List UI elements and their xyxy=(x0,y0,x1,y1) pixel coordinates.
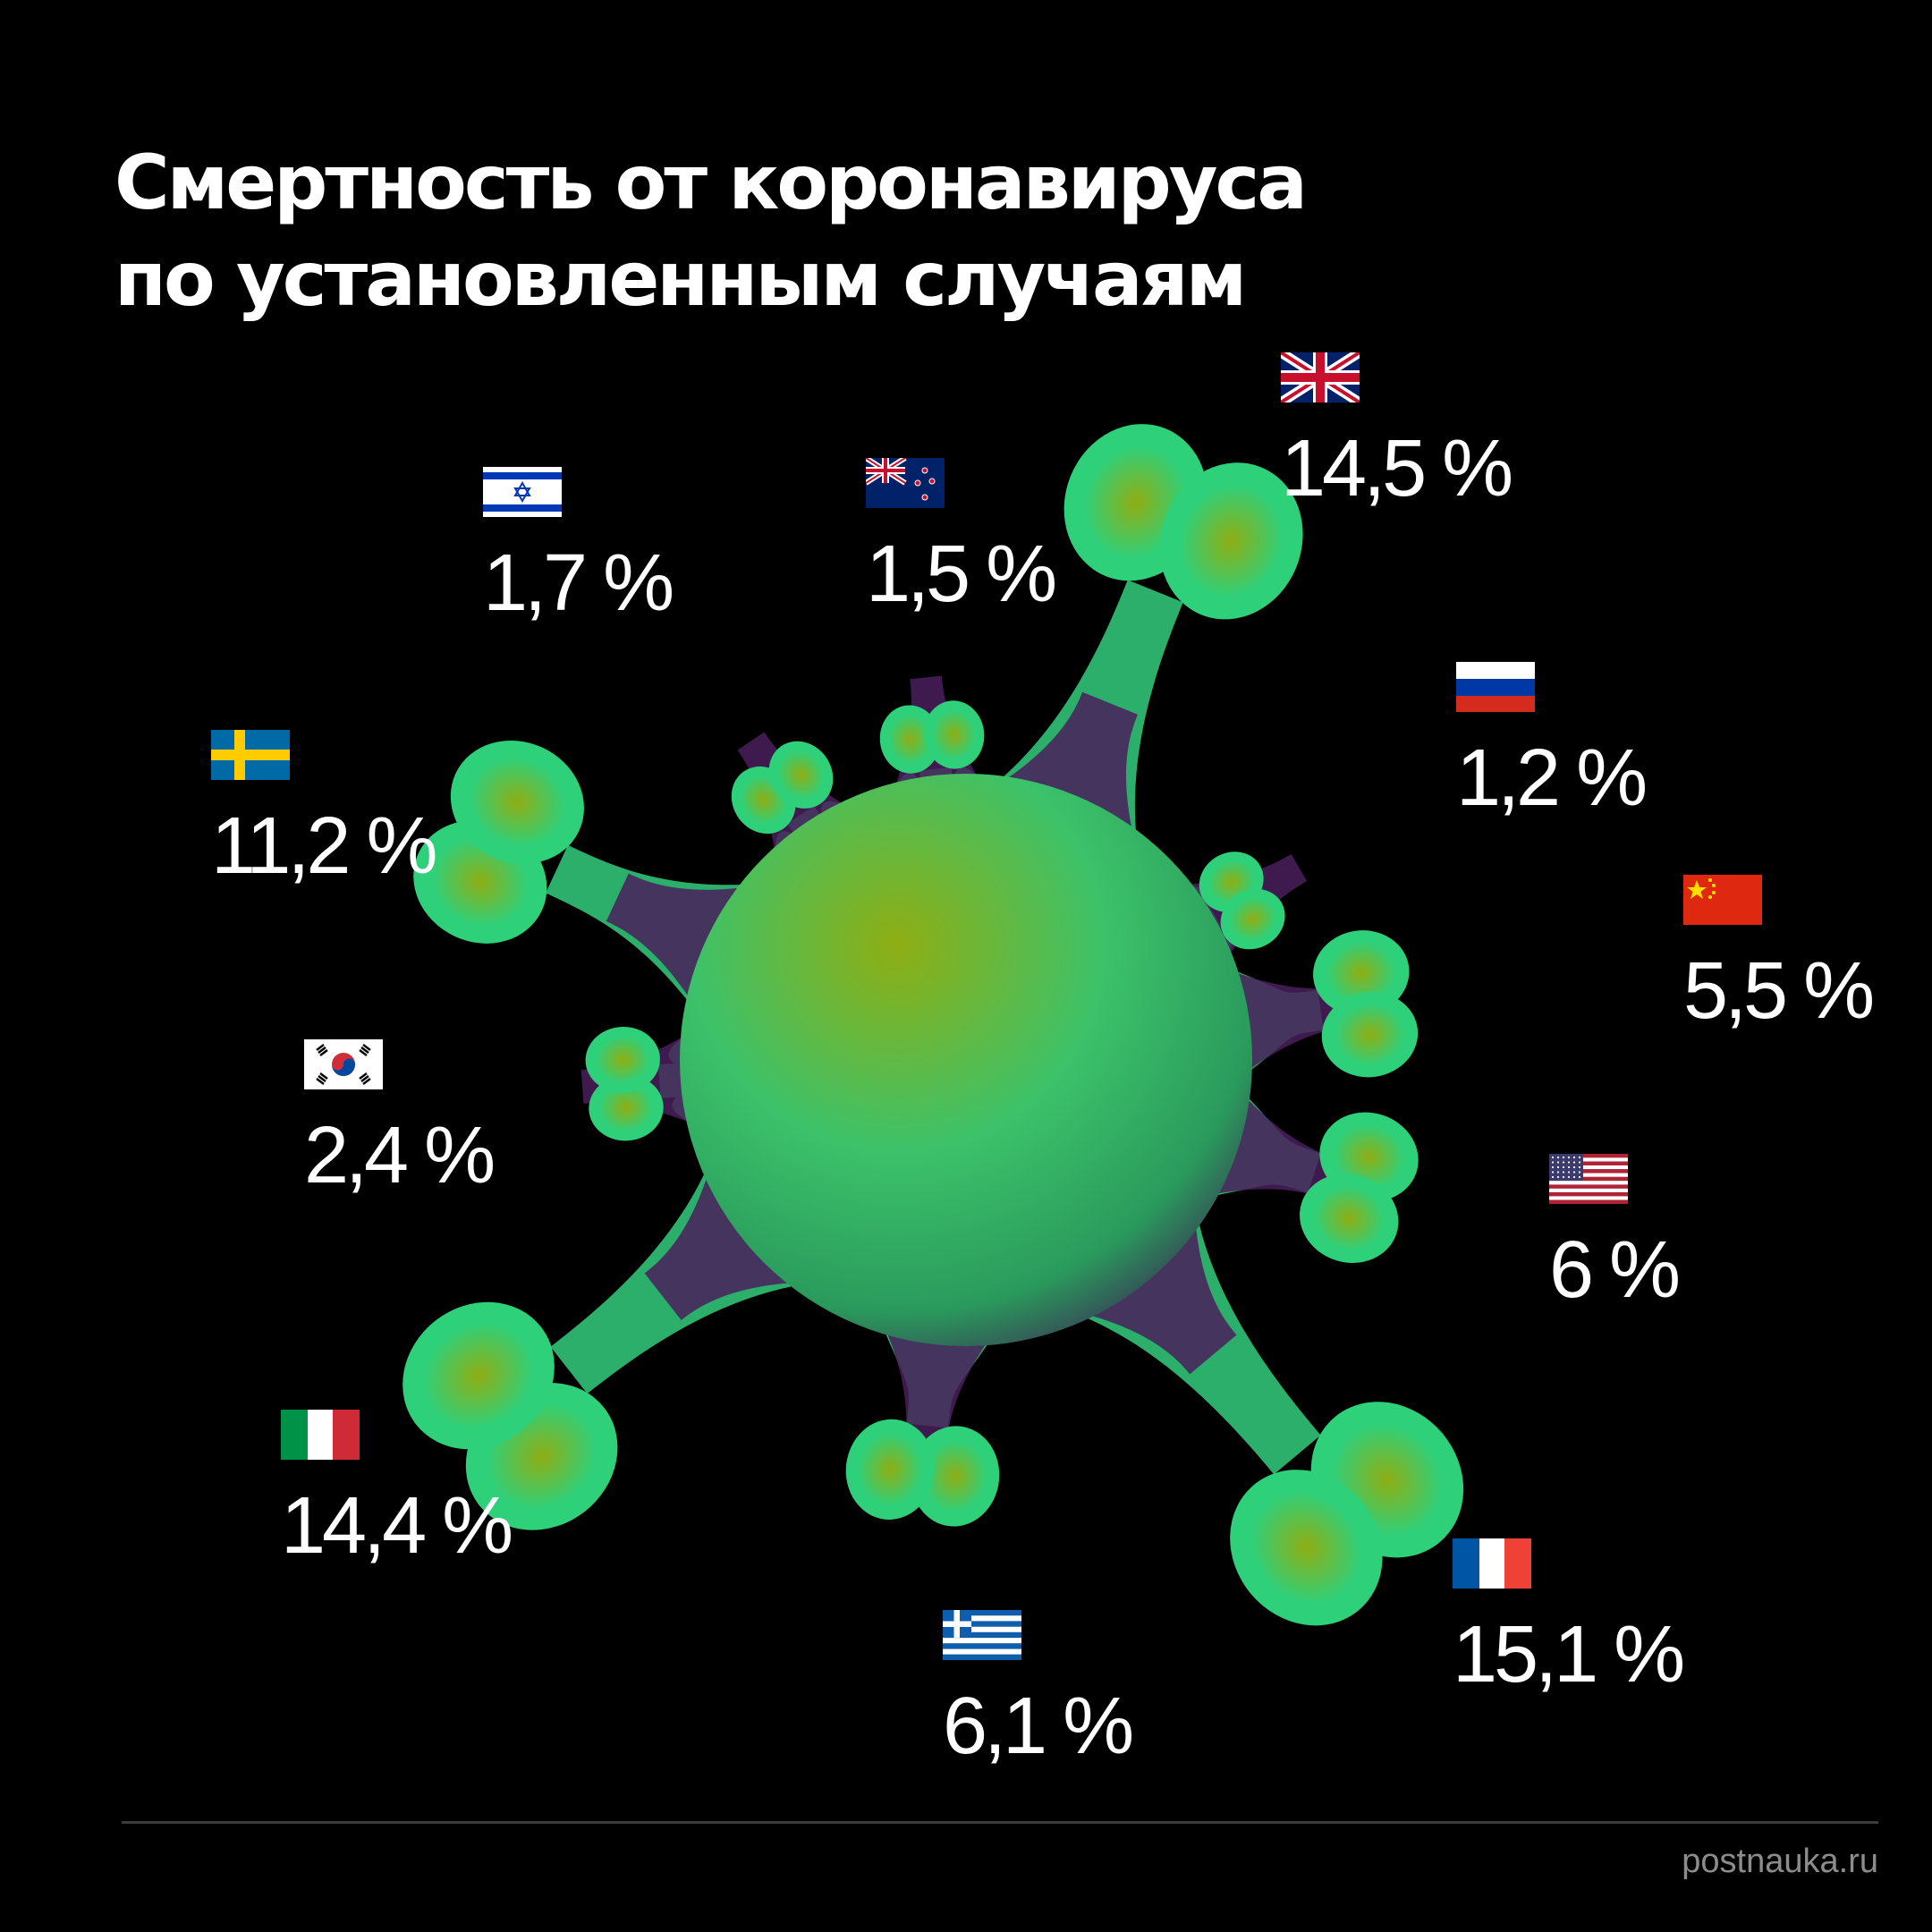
chart-title-line-1: Смертность от коронавируса xyxy=(114,139,1308,226)
country-label-israel: 1,7 % xyxy=(483,467,674,628)
footer-divider xyxy=(122,1821,1878,1824)
data-label: 6,1 % xyxy=(943,1682,1134,1771)
flag-south-korea-icon xyxy=(304,1039,492,1089)
chart-title: Смертность от коронавируса по установлен… xyxy=(114,134,1456,327)
flag-new-zealand-icon xyxy=(866,458,1054,508)
data-label: 1,2 % xyxy=(1456,733,1648,823)
flag-sweden-icon xyxy=(211,730,435,780)
flag-china-icon xyxy=(1683,875,1871,925)
country-label-russia: 1,2 % xyxy=(1456,662,1648,823)
data-label: 1,7 % xyxy=(483,538,674,628)
flag-italy-icon xyxy=(281,1410,510,1460)
flag-israel-icon xyxy=(483,467,671,517)
flag-greece-icon xyxy=(943,1610,1131,1660)
country-label-france: 15,1 % xyxy=(1453,1538,1685,1699)
flag-france-icon xyxy=(1453,1538,1682,1589)
flag-uk-icon xyxy=(1281,352,1510,402)
source-label: postnauka.ru xyxy=(1682,1843,1878,1880)
data-label: 15,1 % xyxy=(1453,1610,1685,1699)
country-label-sweden: 11,2 % xyxy=(211,730,438,891)
flag-russia-icon xyxy=(1456,662,1644,712)
country-label-new-zealand: 1,5 % xyxy=(866,458,1057,619)
data-label: 6 % xyxy=(1549,1225,1681,1315)
country-label-uk: 14,5 % xyxy=(1281,352,1513,513)
country-label-china: 5,5 % xyxy=(1683,875,1875,1036)
data-label: 5,5 % xyxy=(1683,946,1875,1036)
flag-usa-icon xyxy=(1549,1154,1677,1204)
country-label-greece: 6,1 % xyxy=(943,1610,1134,1771)
country-label-usa: 6 % xyxy=(1549,1154,1681,1315)
data-label: 2,4 % xyxy=(304,1111,496,1200)
data-label: 14,4 % xyxy=(281,1481,513,1571)
country-label-south-korea: 2,4 % xyxy=(304,1039,496,1200)
virus-body xyxy=(680,774,1252,1346)
data-label: 14,5 % xyxy=(1281,424,1513,513)
data-label: 11,2 % xyxy=(211,801,438,891)
data-label: 1,5 % xyxy=(866,530,1057,619)
chart-title-line-2: по установленным случаям xyxy=(114,235,1247,323)
country-label-italy: 14,4 % xyxy=(281,1410,513,1571)
